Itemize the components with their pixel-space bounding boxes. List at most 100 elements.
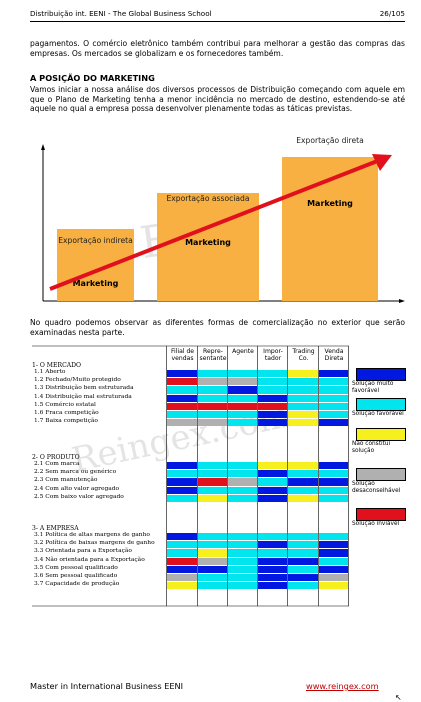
table-cell [288, 541, 318, 549]
table-cell [228, 582, 257, 590]
col-header-representante: Repre-sentante [199, 348, 227, 362]
section-produto: 2- O PRODUTO [32, 454, 80, 461]
col-header-agente: Agente [232, 348, 254, 355]
table-row-label: 2.1 Com marca [34, 461, 80, 467]
legend-label: Não constitui solução [352, 441, 391, 454]
table-cell [319, 574, 348, 582]
footer-left: Master in International Business EENI [30, 681, 184, 691]
quadro-paragraph: No quadro podemos observar as diferentes… [30, 318, 405, 337]
legend-label: Solução desaconselhável [352, 481, 401, 494]
table-cell [319, 394, 348, 402]
table-cell [319, 565, 348, 573]
table-cell [319, 470, 348, 478]
table-cell [228, 574, 257, 582]
table-cell [198, 478, 227, 486]
legend-label: Solução inviável [352, 521, 400, 527]
table-cell [198, 582, 227, 590]
table-cell [258, 478, 287, 486]
legend-swatch [356, 398, 406, 411]
table-cell [288, 370, 318, 378]
table-cell [288, 549, 318, 557]
table-cell [167, 486, 197, 494]
table-cell [288, 378, 318, 386]
table-cell [319, 402, 348, 410]
table-cell [258, 486, 287, 494]
legend-swatch [356, 468, 406, 481]
table-cell [198, 557, 227, 565]
table-cell [319, 386, 348, 394]
table-cell [288, 462, 318, 470]
table-cell [167, 419, 197, 427]
table-cell [319, 494, 348, 502]
table-cell [258, 533, 287, 541]
table-row-label: 3.1 Política de altas margens de ganho [34, 532, 150, 538]
table-row-label: 3.4 Não orientada para a Exportação [34, 556, 145, 563]
table-cell [198, 541, 227, 549]
table-cell [288, 494, 318, 502]
table-cell [319, 462, 348, 470]
table-cell [258, 565, 287, 573]
table-row-label: 1.1 Aberto [34, 369, 66, 375]
table-cell [319, 378, 348, 386]
table-cell [319, 370, 348, 378]
table-cell [258, 394, 287, 402]
table-row-label: 1.2 Fechado/Muito protegido [34, 377, 121, 384]
table-cell [198, 486, 227, 494]
table-cell [198, 565, 227, 573]
table-cell [319, 411, 348, 419]
table-row-label: 2.2 Sem marca ou genérico [34, 469, 117, 476]
legend-swatch [356, 428, 406, 441]
table-cell [258, 378, 287, 386]
table-cell [319, 557, 348, 565]
table-cell [288, 470, 318, 478]
table-cell [228, 478, 257, 486]
legend-swatch [356, 368, 406, 381]
table-cell [258, 582, 287, 590]
table-cell [228, 541, 257, 549]
table-cell [228, 549, 257, 557]
table-row-label: 1.3 Distribuição bem estruturada [34, 385, 134, 392]
table-row-label: 3.2 Política de baixas margens de ganho [34, 540, 155, 547]
bar-text-marketing-1: Marketing [72, 279, 119, 288]
table-cell [167, 462, 197, 470]
table-cell [288, 411, 318, 419]
table-cell [228, 411, 257, 419]
table-cell [288, 478, 318, 486]
table-cell [258, 470, 287, 478]
table-cell [258, 574, 287, 582]
table-cell [258, 494, 287, 502]
chart-bar-2 [157, 193, 259, 301]
table-row-label: 3.6 Sem pessoal qualificado [34, 573, 118, 579]
section-paragraph: Vamos iniciar a nossa análise dos divers… [30, 85, 405, 114]
footer-link[interactable]: www.reingex.com [306, 681, 379, 691]
table-cell [258, 411, 287, 419]
table-cell [319, 549, 348, 557]
table-cell [319, 419, 348, 427]
table-row-label: 2.5 Com baixo valor agregado [34, 493, 124, 500]
page-number: 26/105 [379, 9, 405, 18]
table-cell [288, 565, 318, 573]
table-cell [288, 582, 318, 590]
legend-label: Solução muito favorável [352, 381, 394, 394]
table-cell [288, 557, 318, 565]
table-cell [228, 370, 257, 378]
legend-label: Solução favorável [352, 411, 404, 417]
table-cell [228, 557, 257, 565]
bar-text-marketing-3: Marketing [307, 199, 353, 208]
table-row-label: 2.3 Com manutenção [34, 477, 98, 484]
x-axis-arrowhead [399, 299, 405, 303]
table-row-label: 3.7 Capacidade de produção [34, 581, 120, 588]
table-cell [228, 486, 257, 494]
table-row-label: 3.3 Orientada para a Exportação [34, 548, 132, 555]
table-cell [228, 565, 257, 573]
table-cell [258, 370, 287, 378]
table-cell [198, 402, 227, 410]
table-cell [319, 541, 348, 549]
col-header-filial: Filial de vendas [170, 348, 195, 362]
table-cell [228, 462, 257, 470]
table-cell [319, 533, 348, 541]
bar-text-marketing-2: Marketing [185, 238, 231, 247]
